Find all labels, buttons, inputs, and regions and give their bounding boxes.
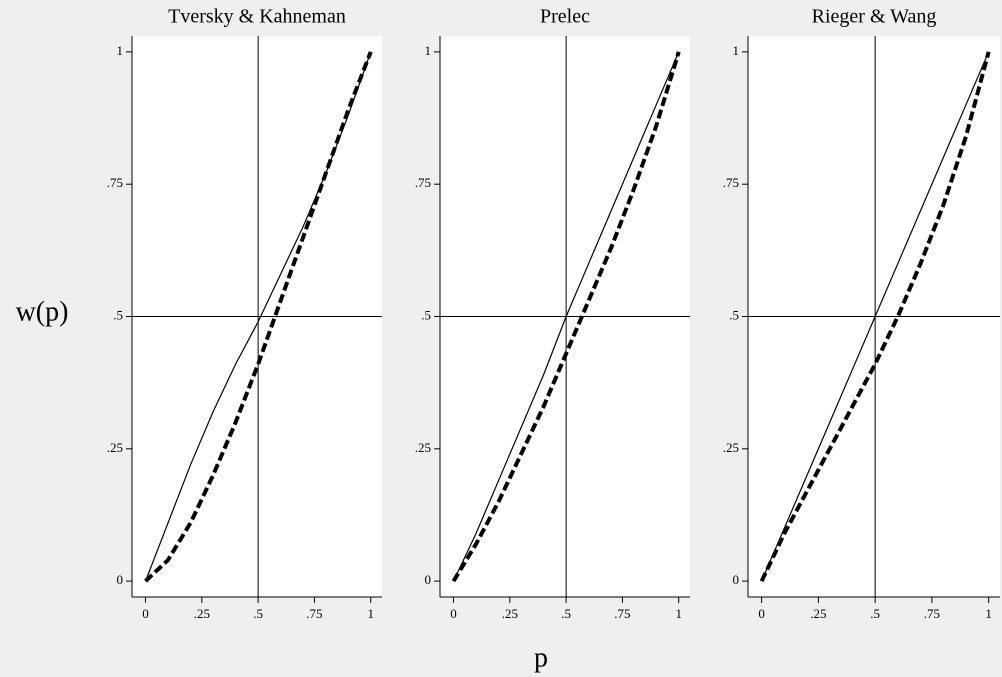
x-tick-label: .25 xyxy=(502,606,518,621)
y-tick-label: .75 xyxy=(723,175,739,190)
line-dashed xyxy=(451,51,681,583)
y-tick-label: .75 xyxy=(107,175,123,190)
line-dashed xyxy=(759,51,991,582)
x-tick-label: 0 xyxy=(142,606,149,621)
y-tick-label: .25 xyxy=(723,440,739,455)
y-tick-label: .5 xyxy=(421,307,431,322)
y-tick-label: .5 xyxy=(729,307,739,322)
line-dashed xyxy=(144,51,373,583)
y-tick-label: 0 xyxy=(733,572,740,587)
y-tick-label: 0 xyxy=(425,572,432,587)
y-tick-label: .75 xyxy=(415,175,431,190)
y-tick-label: .25 xyxy=(415,440,431,455)
x-axis-label: p xyxy=(534,642,548,673)
x-tick-label: .75 xyxy=(614,606,630,621)
y-tick-label: 1 xyxy=(425,43,432,58)
x-tick-label: .75 xyxy=(924,606,940,621)
panel-title: Rieger & Wang xyxy=(812,6,937,28)
x-tick-label: .5 xyxy=(561,606,571,621)
x-tick-label: 1 xyxy=(367,606,374,621)
x-tick-label: 1 xyxy=(675,606,682,621)
y-tick-label: .5 xyxy=(113,307,123,322)
y-tick-label: 1 xyxy=(117,43,124,58)
line-solid xyxy=(452,51,680,582)
x-tick-label: 0 xyxy=(758,606,765,621)
y-tick-label: .25 xyxy=(107,440,123,455)
x-tick-label: 1 xyxy=(985,606,992,621)
line-solid xyxy=(761,51,990,582)
x-tick-label: .25 xyxy=(810,606,826,621)
y-tick-label: 0 xyxy=(117,572,124,587)
y-axis-label: w(p) xyxy=(16,296,69,327)
x-tick-label: 0 xyxy=(450,606,457,621)
panel-title: Tversky & Kahneman xyxy=(168,6,346,28)
x-tick-label: .25 xyxy=(194,606,210,621)
panel-title: Prelec xyxy=(540,6,590,28)
y-tick-label: 1 xyxy=(733,43,740,58)
x-tick-label: .5 xyxy=(870,606,880,621)
x-tick-label: .75 xyxy=(306,606,322,621)
x-tick-label: .5 xyxy=(253,606,263,621)
